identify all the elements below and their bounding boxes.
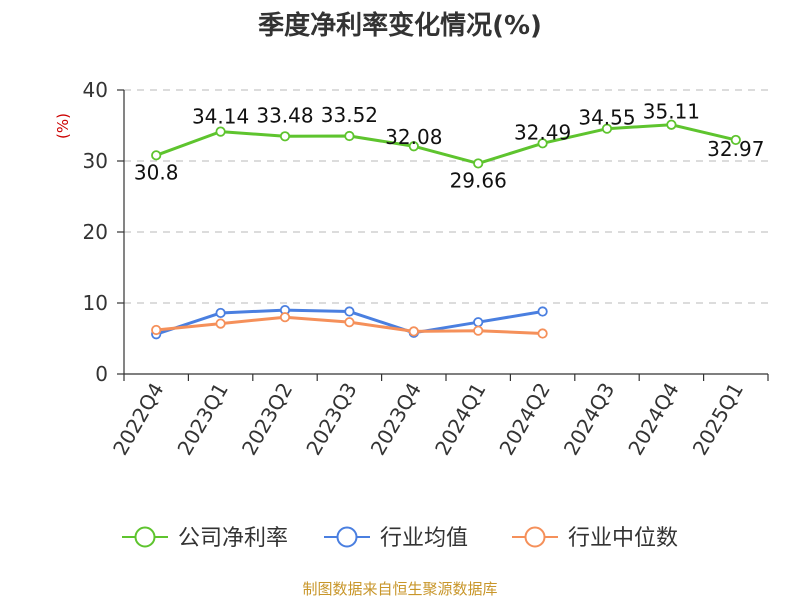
y-tick-label: 20 (83, 220, 108, 244)
data-point (344, 317, 355, 328)
data-labels: 30.8 34.14 33.48 33.52 32.08 29.66 32.49 34.55 3… (134, 100, 764, 193)
data-point (279, 131, 291, 142)
data-label: 33.48 (256, 103, 313, 127)
legend-marker (524, 526, 546, 548)
legend: 公司净利率 行业均值 行业中位数 (122, 526, 678, 551)
data-label: 32.08 (385, 125, 442, 149)
x-tick-label: 2024Q4 (623, 379, 683, 460)
legend-label: 行业中位数 (568, 526, 678, 551)
x-tick-label: 2023Q1 (172, 379, 232, 460)
data-point (151, 324, 162, 336)
x-tick-label: 2024Q1 (430, 379, 490, 460)
data-point (215, 318, 226, 329)
legend-marker (134, 526, 156, 548)
chart-title: 季度净利率变化情况(%) (258, 10, 542, 41)
x-tick-label: 2025Q1 (688, 379, 748, 460)
data-label: 35.11 (643, 100, 700, 124)
data-label: 29.66 (450, 168, 507, 192)
y-axis-unit: (%) (54, 113, 72, 139)
data-point (344, 130, 355, 142)
source-note: 制图数据来自恒生聚源数据库 (302, 580, 497, 598)
data-point (730, 134, 741, 146)
data-label: 32.49 (514, 120, 571, 144)
grid-lines (124, 89, 768, 304)
y-tick-label: 0 (95, 362, 108, 386)
data-point (537, 328, 548, 339)
data-point (473, 317, 484, 328)
x-tick-label: 2023Q2 (237, 379, 297, 460)
data-label: 34.55 (578, 106, 635, 130)
x-tick-label: 2023Q3 (301, 379, 361, 460)
x-tick-label: 2022Q4 (108, 379, 168, 460)
data-point (151, 150, 162, 161)
data-point (215, 307, 226, 319)
x-tick-label: 2023Q4 (366, 379, 426, 460)
data-point (473, 325, 484, 336)
data-point (601, 123, 613, 134)
y-tick-label: 40 (83, 78, 108, 102)
legend-marker (336, 526, 358, 548)
x-tick-label: 2024Q2 (494, 379, 554, 460)
x-tick-label: 2024Q3 (559, 379, 619, 460)
data-point (408, 141, 419, 152)
y-tick-label: 10 (83, 291, 108, 315)
legend-label: 公司净利率 (178, 526, 288, 551)
legend-label: 行业均值 (380, 526, 468, 551)
data-label: 32.97 (707, 137, 764, 161)
data-point (666, 119, 677, 130)
data-label: 34.14 (192, 105, 249, 129)
data-point (279, 312, 291, 323)
data-point (537, 306, 548, 317)
series-lines (151, 119, 741, 340)
y-tick-label: 30 (83, 149, 108, 173)
data-point (344, 306, 355, 317)
data-point (408, 326, 419, 337)
data-point (215, 126, 226, 137)
series-line-1 (155, 123, 737, 165)
data-point (473, 158, 484, 169)
data-point (537, 138, 548, 149)
data-label: 33.52 (321, 103, 378, 127)
data-label: 30.8 (134, 160, 179, 184)
